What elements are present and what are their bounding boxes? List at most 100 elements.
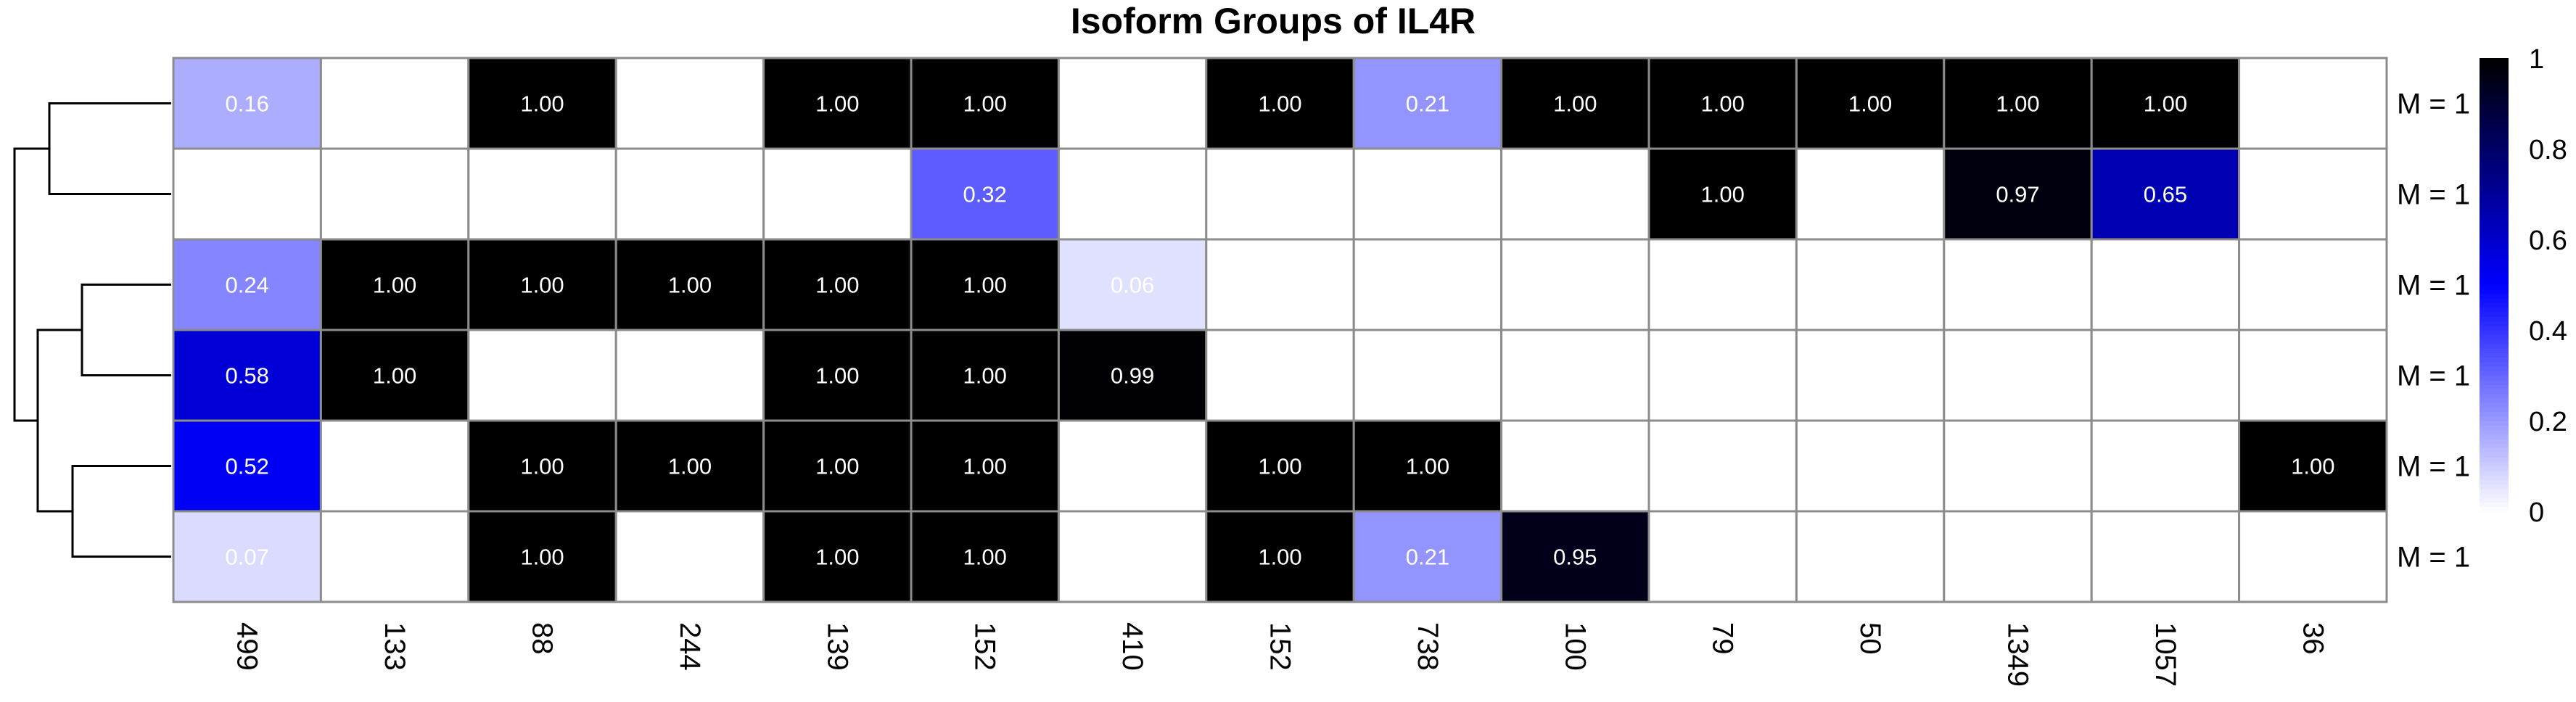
legend-color-step [2480, 239, 2509, 244]
legend-color-step [2480, 466, 2509, 471]
legend-color-step [2480, 316, 2509, 322]
heatmap-cell [1647, 419, 1798, 513]
legend-color-step [2480, 117, 2509, 123]
heatmap-cell [2090, 419, 2241, 513]
legend-color-step [2480, 389, 2509, 395]
cell-value-label: 1.00 [520, 273, 564, 298]
legend-color-step [2480, 371, 2509, 376]
legend-color-step [2480, 266, 2509, 272]
legend-color-step [2480, 325, 2509, 331]
cell-value-label: 1.00 [963, 454, 1007, 479]
legend-color-step [2480, 167, 2509, 172]
legend-color-step [2480, 135, 2509, 141]
legend-color-step [2480, 434, 2509, 439]
legend-color-step [2480, 280, 2509, 286]
heatmap-cell [1943, 147, 2093, 241]
column-label: 152 [969, 622, 1001, 671]
heatmap-cell [762, 238, 913, 331]
legend-color-step [2480, 361, 2509, 367]
legend-color-step [2480, 289, 2509, 294]
legend-color-step [2480, 58, 2509, 63]
heatmap-cell [467, 329, 617, 422]
legend-color-step [2480, 407, 2509, 413]
legend-color-step [2480, 103, 2509, 109]
cell-value-label: 0.52 [226, 454, 269, 479]
row-label: M = 1 [2397, 179, 2470, 211]
heatmap-cell [1057, 419, 1208, 513]
chart-title: Isoform Groups of IL4R [1071, 1, 1476, 41]
legend-color-step [2480, 198, 2509, 204]
heatmap-cell [614, 57, 765, 150]
legend-color-step [2480, 443, 2509, 449]
column-label: 133 [379, 622, 411, 671]
legend-color-step [2480, 89, 2509, 95]
legend-color-step [2480, 488, 2509, 494]
heatmap-cell [319, 510, 470, 603]
legend-color-step [2480, 162, 2509, 168]
legend-color-step [2480, 343, 2509, 349]
row-label: M = 1 [2397, 360, 2470, 392]
legend-tick-label: 0.2 [2529, 407, 2567, 437]
cell-value-label: 0.07 [226, 545, 269, 570]
heatmap-cell [1795, 419, 1946, 513]
legend-color-step [2480, 379, 2509, 385]
heatmap-cell [1943, 419, 2093, 513]
heatmap-cell [762, 510, 913, 603]
row-label: M = 1 [2397, 451, 2470, 483]
heatmap-cell [1205, 510, 1355, 603]
cell-value-label: 1.00 [815, 545, 859, 570]
heatmap-cell [1943, 57, 2093, 150]
heatmap-cell [1205, 147, 1355, 241]
cell-value-label: 1.00 [1406, 454, 1449, 479]
legend-color-step [2480, 226, 2509, 231]
legend-color-step [2480, 234, 2509, 240]
cell-value-label: 0.58 [226, 363, 269, 389]
legend-color-step [2480, 330, 2509, 335]
heatmap-cell [1795, 329, 1946, 422]
legend-color-step [2480, 212, 2509, 218]
legend-color-step [2480, 284, 2509, 290]
heatmap-cell [1795, 238, 1946, 331]
column-label: 738 [1412, 622, 1444, 671]
legend-color-step [2480, 375, 2509, 381]
cell-value-label: 1.00 [520, 454, 564, 479]
heatmap-cell [1352, 510, 1503, 603]
heatmap-cell [1647, 510, 1798, 603]
legend-color-step [2480, 180, 2509, 186]
heatmap-cell [467, 238, 617, 331]
heatmap-cell [467, 147, 617, 241]
legend-color-step [2480, 185, 2509, 190]
legend-color-step [2480, 447, 2509, 453]
heatmap-cell [762, 329, 913, 422]
legend-color-step [2480, 484, 2509, 490]
column-label: 152 [1264, 622, 1296, 671]
cell-value-label: 0.21 [1406, 545, 1449, 570]
legend-color-step [2480, 470, 2509, 476]
legend-color-step [2480, 475, 2509, 480]
legend-color-step [2480, 194, 2509, 199]
column-label: 139 [821, 622, 853, 671]
legend-color-step [2480, 203, 2509, 208]
column-label: 1057 [2149, 622, 2181, 687]
legend-color-step [2480, 80, 2509, 86]
legend-color-step [2480, 207, 2509, 213]
heatmap-cell [1500, 147, 1650, 241]
legend-color-step [2480, 230, 2509, 236]
heatmap-cell [319, 57, 470, 150]
column-label: 50 [1854, 622, 1886, 655]
heatmap-cell [1943, 510, 2093, 603]
heatmap-cell [1352, 329, 1503, 422]
legend-color-step [2480, 339, 2509, 344]
heatmap-cell [1795, 510, 1946, 603]
cell-value-label: 0.24 [226, 273, 269, 298]
legend-color-step [2480, 479, 2509, 485]
cell-value-label: 1.00 [1553, 91, 1597, 117]
cell-value-label: 1.00 [963, 91, 1007, 117]
cell-value-label: 1.00 [2144, 91, 2187, 117]
heatmap-cell [1500, 238, 1650, 331]
legend-color-step [2480, 157, 2509, 163]
legend-tick-label: 0.6 [2529, 226, 2567, 256]
heatmap-cell [2238, 57, 2388, 150]
cell-value-label: 0.16 [226, 91, 269, 117]
